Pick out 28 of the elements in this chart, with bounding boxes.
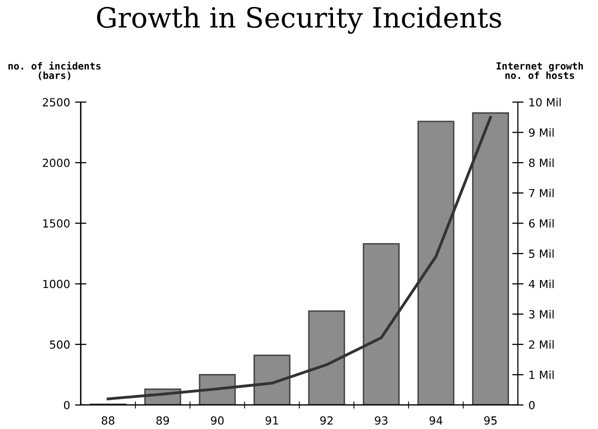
x-tick-label: 93 [374, 416, 388, 425]
x-tick-label: 88 [102, 416, 114, 425]
y2-tick-label: 0 [529, 400, 535, 410]
y-tick-label: 1000 [43, 280, 70, 288]
x-tick-label: 92 [320, 416, 333, 425]
x-tick-label: 90 [210, 416, 224, 425]
y2-tick-label: 7 Mil [529, 188, 554, 198]
y2-tick-label: 2 Mil [529, 340, 554, 349]
y2-tick-label: 8 Mil [529, 158, 554, 168]
y2-tick-label: 1 Mil [530, 370, 554, 379]
y-tick-label: 1500 [43, 219, 70, 228]
y-tick-label: 2500 [42, 98, 70, 106]
y-tick-label: 500 [50, 340, 70, 349]
y2-tick-label: 4 Mil [528, 280, 554, 288]
x-tick-label: 94 [430, 416, 442, 425]
chart-title: Growth in Security Incidents [97, 6, 502, 34]
x-tick-label: 91 [266, 416, 278, 425]
y2-tick-label: 6 Mil [529, 219, 554, 228]
y2-tick-label: 5 Mil [529, 249, 554, 258]
y-tick-label: 0 [64, 400, 70, 410]
x-tick-label: 89 [156, 416, 169, 425]
y-tick-label: 2000 [42, 158, 70, 168]
y2-tick-label: 10 Mil [530, 98, 561, 106]
y2-tick-label: 3 Mil [529, 310, 554, 318]
y2-axis-title: Internet growth no. of hosts [496, 62, 583, 80]
y-axis-title: no. of incidents (bars) [8, 62, 101, 80]
x-tick-label: 95 [484, 416, 497, 425]
y2-tick-label: 9 Mil [528, 128, 554, 137]
